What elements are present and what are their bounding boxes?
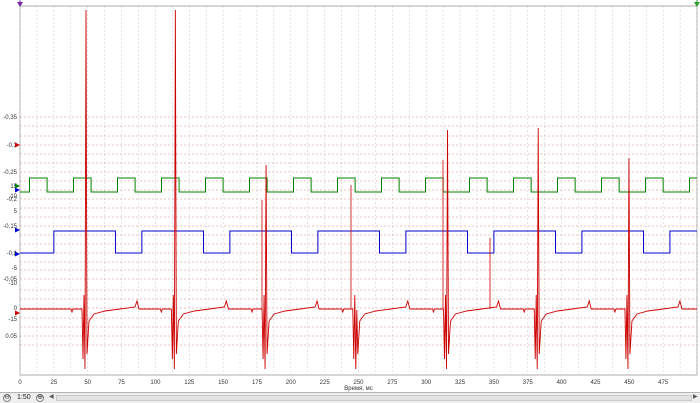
y-tick-label: -0,25 bbox=[3, 170, 17, 176]
x-tick-label: 350 bbox=[489, 380, 500, 386]
zoom-level: 1:50 bbox=[17, 394, 31, 401]
y-tick-label: 5 bbox=[14, 209, 18, 215]
x-tick-label: 325 bbox=[455, 380, 466, 386]
x-tick-label: 450 bbox=[624, 380, 635, 386]
x-tick-label: 75 bbox=[118, 380, 125, 386]
x-tick-label: 275 bbox=[387, 380, 398, 386]
scroll-left-icon[interactable]: ◀ bbox=[49, 394, 54, 400]
x-tick-label: 175 bbox=[252, 380, 263, 386]
x-tick-label: 375 bbox=[523, 380, 534, 386]
y-tick-label: -10 bbox=[8, 281, 17, 287]
x-tick-label: 300 bbox=[421, 380, 432, 386]
channel-marker-icon bbox=[15, 142, 20, 148]
x-tick-label: 0 bbox=[18, 380, 22, 386]
y-tick-label: -0,35 bbox=[3, 115, 17, 121]
x-tick-label: 250 bbox=[353, 380, 364, 386]
x-tick-label: 400 bbox=[557, 380, 568, 386]
series-line-green bbox=[20, 177, 697, 193]
x-tick-label: 475 bbox=[658, 380, 669, 386]
y-tick-label: 10 bbox=[10, 194, 17, 200]
x-tick-label: 200 bbox=[286, 380, 297, 386]
x-axis-title: Время, мс bbox=[344, 386, 373, 392]
y-tick-label: -0,05 bbox=[3, 277, 17, 283]
zoom-in-icon[interactable]: ⊕ bbox=[36, 394, 44, 402]
series-line-red bbox=[20, 9, 697, 370]
x-tick-label: 125 bbox=[184, 380, 195, 386]
y-tick-label: -0,2 bbox=[7, 197, 18, 203]
series-line-blue bbox=[20, 230, 697, 254]
y-tick-label: -0,15 bbox=[3, 224, 17, 230]
y-tick-label: 15 bbox=[10, 184, 17, 190]
channel-marker-icon bbox=[15, 183, 20, 189]
y-tick-label: -0,3 bbox=[7, 143, 18, 149]
x-tick-label: 25 bbox=[51, 380, 58, 386]
zoom-out-icon[interactable]: ⊖ bbox=[3, 394, 11, 402]
horizontal-scrollbar[interactable] bbox=[56, 395, 692, 401]
x-tick-label: 150 bbox=[218, 380, 229, 386]
oscilloscope-plot[interactable]: -0,35 -0,3 -0,25 -0,2 -0,15 -0,1 -0,05 0 0,05 15 1… bbox=[0, 0, 700, 392]
channel-marker-icon bbox=[15, 310, 20, 316]
y-tick-label: -5 bbox=[12, 266, 18, 272]
y-tick-label: -0,1 bbox=[7, 251, 18, 257]
plot-canvas[interactable]: -0,35 -0,3 -0,25 -0,2 -0,15 -0,1 -0,05 0 0,05 15 1… bbox=[0, 0, 700, 392]
y-tick-label: -15 bbox=[8, 317, 17, 323]
channel-marker-icon bbox=[15, 187, 20, 193]
x-tick-label: 50 bbox=[84, 380, 91, 386]
channel-marker-icon bbox=[15, 251, 20, 257]
scroll-right-icon[interactable]: ▶ bbox=[693, 394, 698, 400]
x-tick-label: 425 bbox=[590, 380, 601, 386]
channel-marker-icon bbox=[15, 227, 20, 233]
status-bar: ⊖ 1:50 ⊕ ◀ ▶ bbox=[0, 392, 700, 403]
y-tick-label: 0 bbox=[14, 306, 18, 312]
x-tick-label: 225 bbox=[320, 380, 331, 386]
x-tick-label: 100 bbox=[150, 380, 161, 386]
y-tick-label: 0,05 bbox=[5, 334, 17, 340]
